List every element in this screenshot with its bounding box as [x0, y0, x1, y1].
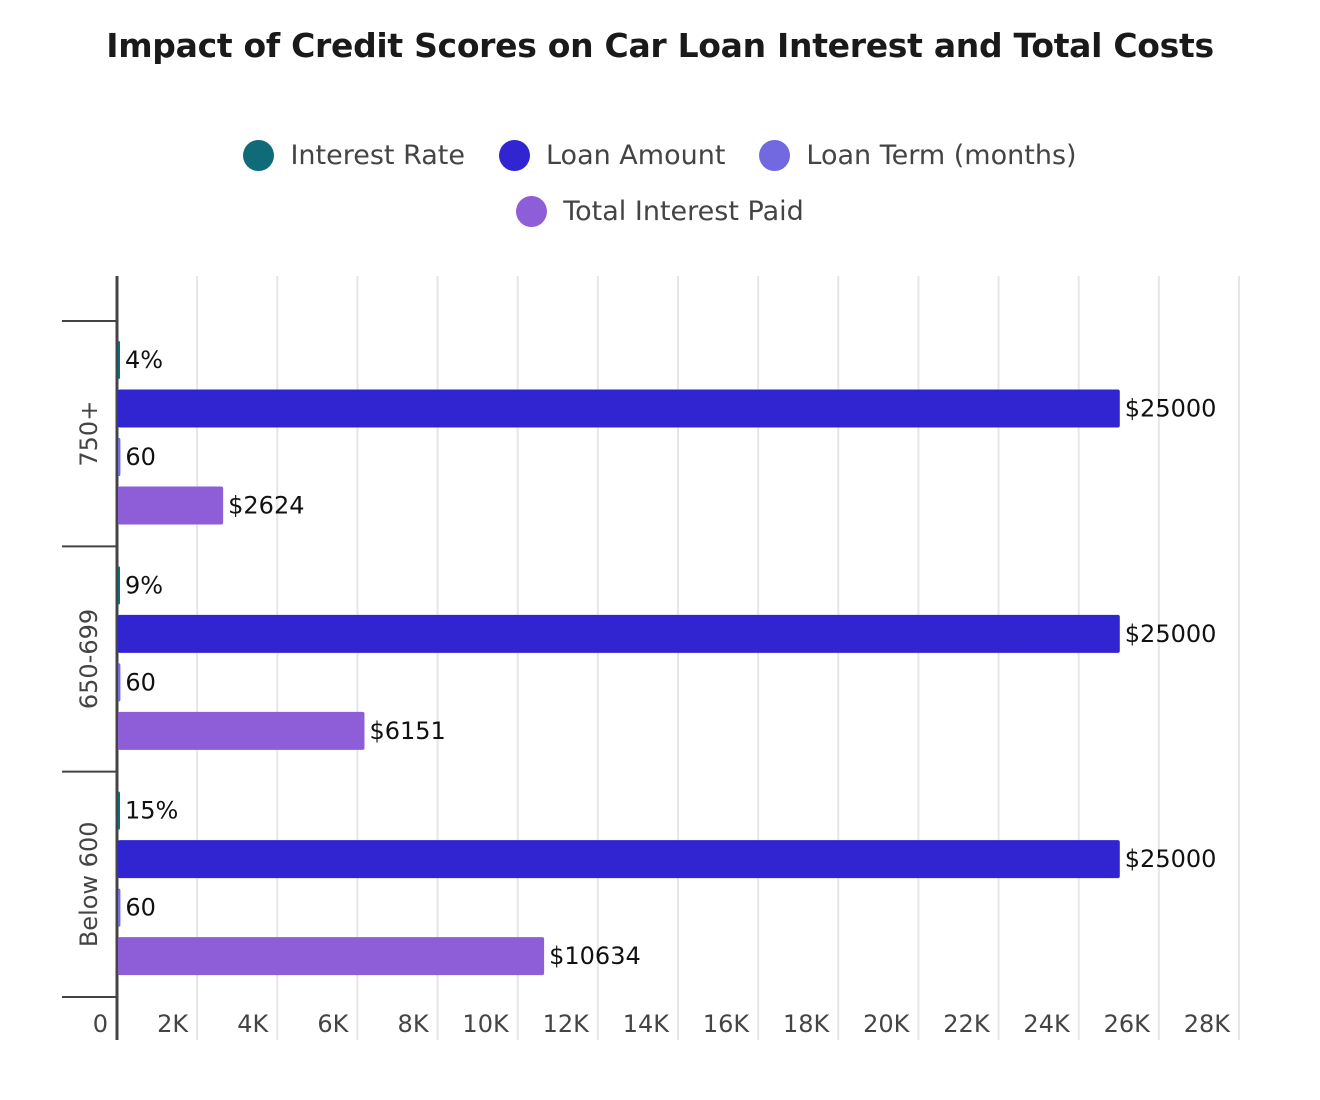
data-label: $10634: [549, 942, 641, 970]
x-tick-label: 22K: [943, 1010, 991, 1038]
x-tick-label: 12K: [543, 1010, 591, 1038]
legend: Interest Rate Loan Amount Loan Term (mon…: [0, 140, 1320, 171]
legend-item-loan-amount[interactable]: Loan Amount: [498, 140, 726, 171]
y-category-label: 750+: [75, 401, 103, 467]
bar: [118, 341, 120, 379]
x-tick-label: 26K: [1104, 1010, 1152, 1038]
bar: [118, 438, 121, 476]
legend-item-loan-term[interactable]: Loan Term (months): [759, 140, 1077, 171]
y-category-label: 650-699: [75, 609, 103, 709]
legend-label: Loan Amount: [545, 140, 726, 171]
x-tick-label: 0: [93, 1010, 108, 1038]
x-tick-label: 18K: [783, 1010, 831, 1038]
bar: [118, 614, 1120, 653]
bar: [118, 888, 121, 927]
x-tick-label: 2K: [157, 1010, 189, 1038]
data-label: $25000: [1125, 845, 1217, 873]
legend-label: Total Interest Paid: [563, 196, 804, 227]
x-tick-label: 28K: [1184, 1010, 1232, 1038]
x-tick-label: 8K: [398, 1010, 430, 1038]
bar: [118, 791, 120, 830]
data-label: $2624: [228, 492, 304, 520]
legend-swatch-icon: [516, 196, 548, 227]
legend-item-interest-rate[interactable]: Interest Rate: [243, 140, 465, 171]
data-label: 60: [125, 668, 156, 696]
x-tick-label: 14K: [623, 1010, 671, 1038]
x-tick-label: 6K: [317, 1010, 349, 1038]
data-label: 60: [125, 894, 156, 922]
data-label: 4%: [125, 346, 163, 374]
legend-item-total-interest-paid[interactable]: Total Interest Paid: [516, 196, 804, 227]
legend-row-2: Total Interest Paid: [0, 196, 1320, 227]
legend-label: Loan Term (months): [806, 140, 1077, 171]
bar: [118, 840, 1120, 879]
bar: [118, 566, 120, 605]
data-label: 60: [125, 443, 156, 471]
x-tick-label: 4K: [237, 1010, 269, 1038]
data-label: 15%: [125, 797, 178, 825]
bar: [118, 389, 1120, 428]
data-label: $25000: [1125, 620, 1217, 648]
bar: [118, 486, 224, 525]
x-tick-label: 16K: [703, 1010, 751, 1038]
legend-swatch-icon: [498, 140, 530, 171]
bar: [118, 711, 365, 750]
x-tick-label: 24K: [1023, 1010, 1071, 1038]
legend-swatch-icon: [243, 140, 275, 171]
chart-title: Impact of Credit Scores on Car Loan Inte…: [106, 26, 1214, 65]
bar: [118, 663, 121, 702]
y-category-label: Below 600: [75, 822, 103, 948]
x-tick-label: 20K: [863, 1010, 911, 1038]
data-label: $25000: [1125, 395, 1217, 423]
data-label: 9%: [125, 571, 163, 599]
data-label: $6151: [369, 717, 445, 745]
legend-swatch-icon: [759, 140, 791, 171]
x-tick-label: 10K: [462, 1010, 510, 1038]
legend-label: Interest Rate: [290, 140, 465, 171]
bar: [118, 937, 545, 976]
